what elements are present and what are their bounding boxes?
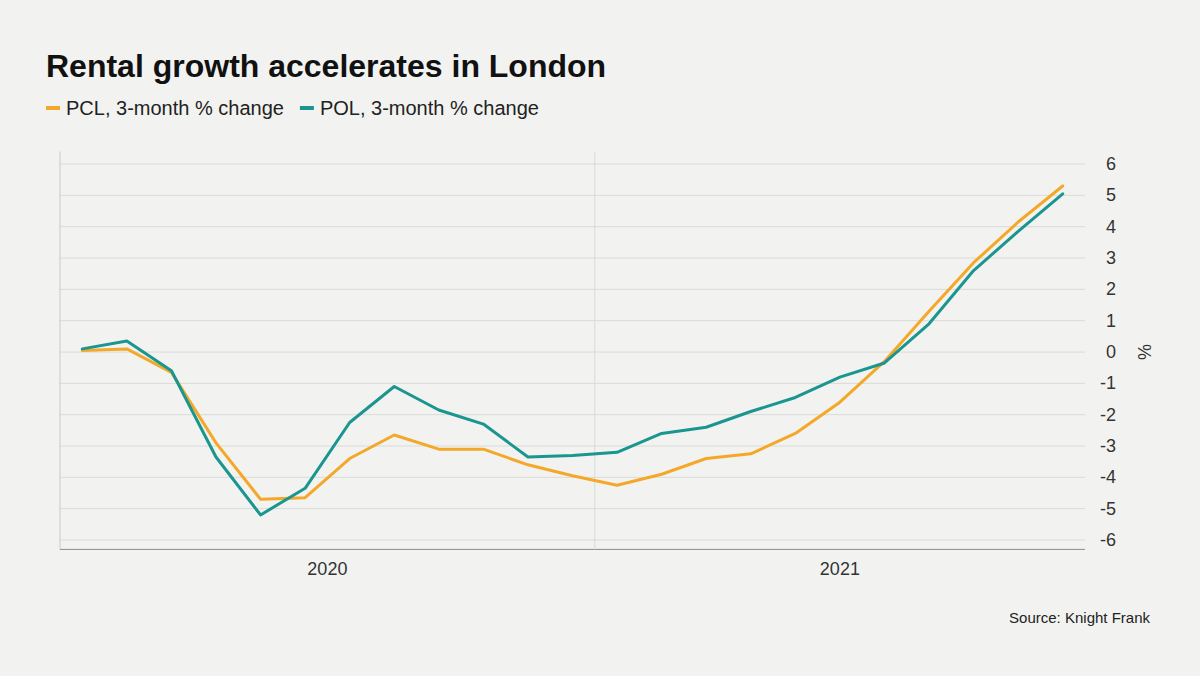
y-axis-line xyxy=(60,152,61,550)
group-divider xyxy=(594,152,595,550)
legend-swatch xyxy=(300,106,314,110)
y-tick-label: -4 xyxy=(1100,467,1116,487)
legend-label: POL, 3-month % change xyxy=(320,97,539,119)
y-tick-label: 3 xyxy=(1106,248,1116,268)
legend-swatch xyxy=(46,106,60,110)
y-tick-label: -6 xyxy=(1100,530,1116,550)
x-tick-label: 2020 xyxy=(307,559,347,579)
grid-line xyxy=(60,414,1085,415)
grid-line xyxy=(60,383,1085,384)
x-tick-label: 2021 xyxy=(820,559,860,579)
chart: Rental growth accelerates in London PCL, … xyxy=(0,0,1200,676)
y-tick-label: -3 xyxy=(1100,436,1116,456)
y-tick-label: -2 xyxy=(1100,405,1116,425)
y-tick-label: 1 xyxy=(1106,311,1116,331)
grid-line xyxy=(60,164,1085,165)
series-line xyxy=(82,194,1062,515)
y-tick-label: 4 xyxy=(1106,217,1116,237)
grid-line xyxy=(60,352,1085,353)
y-tick-label: 6 xyxy=(1106,154,1116,174)
grid-line xyxy=(60,540,1085,541)
grid-line xyxy=(60,195,1085,196)
series-line xyxy=(82,186,1062,499)
y-tick-label: -1 xyxy=(1100,373,1116,393)
title: Rental growth accelerates in London xyxy=(46,48,606,84)
y-tick-label: 5 xyxy=(1106,185,1116,205)
legend-label: PCL, 3-month % change xyxy=(66,97,284,119)
y-axis-label: % xyxy=(1134,344,1154,360)
y-tick-label: -5 xyxy=(1100,499,1116,519)
y-tick-label: 2 xyxy=(1106,279,1116,299)
grid-line xyxy=(60,508,1085,509)
y-tick-label: 0 xyxy=(1106,342,1116,362)
source: Source: Knight Frank xyxy=(1009,609,1150,626)
background xyxy=(0,0,1200,676)
x-axis-line xyxy=(60,549,1085,550)
plot-area xyxy=(82,186,1062,515)
grid-line xyxy=(60,446,1085,447)
grid-line xyxy=(60,258,1085,259)
grid-line xyxy=(60,226,1085,227)
grid-line xyxy=(60,289,1085,290)
